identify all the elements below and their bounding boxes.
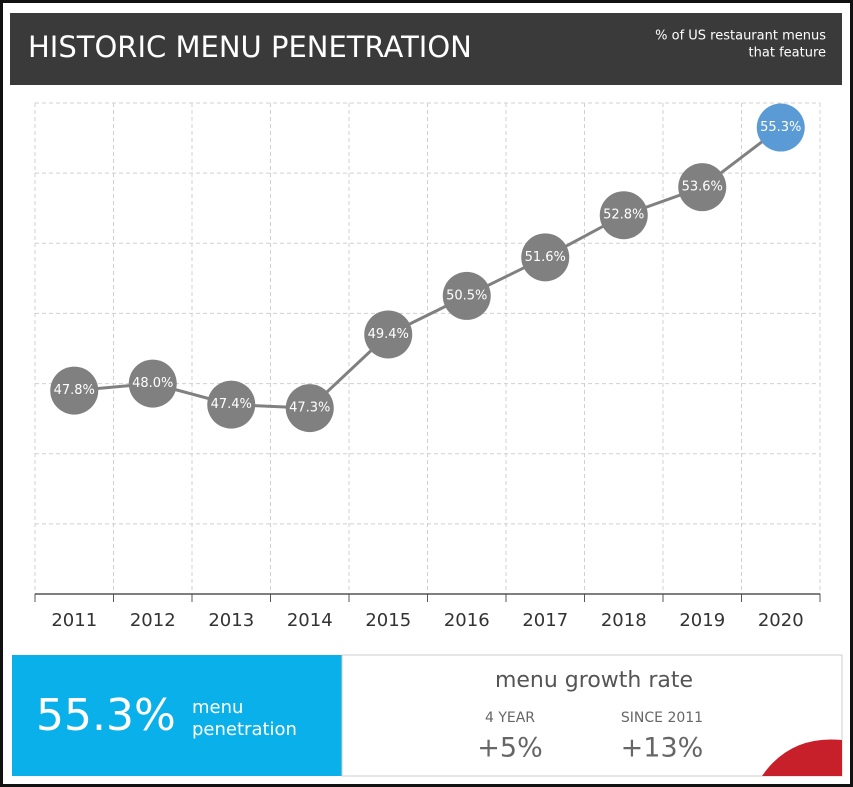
growth-panel (341, 654, 843, 777)
chart-subtitle: that feature (749, 46, 826, 61)
point (521, 233, 570, 282)
penetration-value: 55.3% (36, 690, 176, 741)
data-label: 50.5% (446, 288, 487, 303)
data-label: 47.8% (54, 383, 95, 398)
data-label: 55.3% (760, 120, 801, 135)
plot: 2011 2012 2013 2014 2015 2016 2017 2018 2019 2020… (34, 102, 821, 631)
x-tick-label: 2015 (365, 610, 411, 631)
line (74, 126, 782, 410)
summary-box (12, 655, 342, 776)
x-tick-label: 2020 (758, 610, 804, 631)
x-tick-label: 2017 (522, 610, 568, 631)
x-tick-label: 2019 (679, 610, 725, 631)
x-tick-label: 2013 (208, 610, 254, 631)
growth-label: 4 YEAR (485, 710, 535, 726)
data-label: 51.6% (525, 250, 566, 265)
growth-value: +5% (477, 733, 542, 764)
growth-value: +13% (621, 733, 704, 764)
growth-title: menu growth rate (495, 668, 693, 693)
point (756, 103, 805, 152)
x-tick-label: 2011 (51, 610, 97, 631)
point (285, 384, 334, 433)
penetration-label: menu (192, 697, 243, 718)
point (364, 310, 413, 359)
x-tick-label: 2014 (287, 610, 333, 631)
x-tick-label: 2018 (601, 610, 647, 631)
point (207, 380, 256, 429)
point (442, 271, 491, 320)
data-label: 49.4% (368, 327, 409, 342)
chart-title: HISTORIC MENU PENETRATION (28, 30, 472, 64)
data-label: 47.4% (211, 397, 252, 412)
point (50, 366, 99, 415)
header (10, 13, 842, 85)
x-tick-label: 2016 (444, 610, 490, 631)
point (599, 191, 648, 240)
penetration-label: penetration (192, 719, 297, 740)
growth-label: SINCE 2011 (621, 710, 703, 726)
decoration (762, 739, 842, 776)
data-label: 48.0% (132, 376, 173, 391)
chart-subtitle: % of US restaurant menus (655, 29, 826, 44)
x-tick-label: 2012 (130, 610, 176, 631)
point (128, 359, 177, 408)
data-label: 47.3% (289, 401, 330, 416)
data-label: 52.8% (603, 208, 644, 223)
data-label: 53.6% (682, 180, 723, 195)
point (678, 163, 727, 212)
